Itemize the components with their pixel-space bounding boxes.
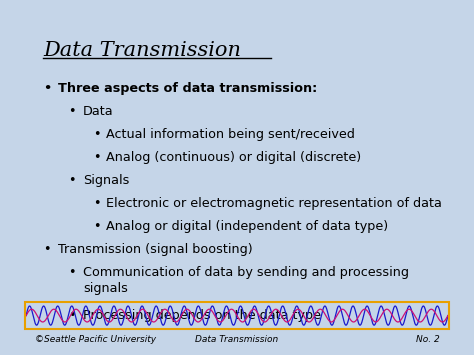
Text: Three aspects of data transmission:: Three aspects of data transmission: (58, 82, 317, 95)
Text: •: • (93, 220, 100, 233)
Text: •: • (68, 309, 76, 322)
Text: Processing depends on the data type: Processing depends on the data type (83, 309, 321, 322)
Text: •: • (43, 243, 50, 256)
Text: •: • (93, 128, 100, 141)
Text: Data Transmission: Data Transmission (195, 335, 279, 344)
Text: No. 2: No. 2 (416, 335, 439, 344)
Text: Data Transmission: Data Transmission (43, 41, 241, 60)
Text: •: • (68, 105, 76, 118)
Text: •: • (68, 266, 76, 279)
Text: •: • (43, 82, 51, 95)
Text: •: • (93, 197, 100, 210)
Text: Data: Data (83, 105, 114, 118)
Text: Transmission (signal boosting): Transmission (signal boosting) (58, 243, 252, 256)
Text: Analog (continuous) or digital (discrete): Analog (continuous) or digital (discrete… (106, 151, 361, 164)
Text: •: • (93, 151, 100, 164)
Text: Analog or digital (independent of data type): Analog or digital (independent of data t… (106, 220, 388, 233)
Text: ©Seattle Pacific University: ©Seattle Pacific University (35, 335, 155, 344)
Text: Communication of data by sending and processing
signals: Communication of data by sending and pro… (83, 266, 409, 295)
Text: •: • (68, 174, 76, 187)
Text: Signals: Signals (83, 174, 129, 187)
Text: Actual information being sent/received: Actual information being sent/received (106, 128, 355, 141)
Text: Electronic or electromagnetic representation of data: Electronic or electromagnetic representa… (106, 197, 442, 210)
